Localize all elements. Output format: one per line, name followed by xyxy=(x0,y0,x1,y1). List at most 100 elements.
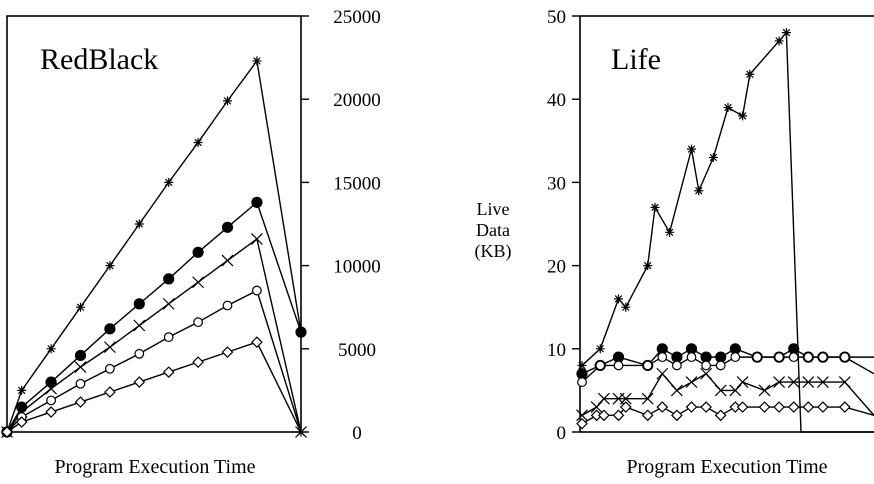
data-point-star xyxy=(694,186,704,196)
data-point-cross xyxy=(619,392,632,405)
data-point-circle xyxy=(222,300,233,311)
data-point-cross xyxy=(700,367,713,380)
data-point-cross xyxy=(685,376,698,389)
data-point-cross xyxy=(250,233,263,245)
y-axis-life: 0 10 20 30 40 50 xyxy=(547,7,580,444)
end-markers xyxy=(295,326,307,438)
y-tick-label: 15000 xyxy=(333,173,381,194)
data-point-star xyxy=(193,137,203,147)
data-point-cross xyxy=(590,401,603,413)
data-point-star xyxy=(738,111,748,121)
data-point-diamond xyxy=(671,409,683,422)
data-point-cross xyxy=(133,319,146,332)
data-point-dot xyxy=(251,196,263,208)
chart-title-redblack: RedBlack xyxy=(40,43,158,76)
data-point-cross xyxy=(74,361,87,374)
data-point-cross xyxy=(729,384,742,397)
data-point-star xyxy=(687,144,696,154)
data-point-cross xyxy=(758,384,771,397)
series-dot xyxy=(576,343,874,380)
data-point-diamond xyxy=(576,417,588,430)
data-point-star xyxy=(723,103,733,113)
data-point-star xyxy=(745,69,755,79)
data-point-star xyxy=(17,385,27,395)
data-point-dot xyxy=(163,273,175,285)
data-point-cross xyxy=(787,376,800,389)
data-point-diamond xyxy=(656,401,669,413)
y-axis-label-line-1: Live xyxy=(477,199,510,219)
data-point-circle xyxy=(686,352,697,363)
data-point-cross xyxy=(103,341,116,354)
y-tick-label: 0 xyxy=(352,423,362,444)
data-point-diamond xyxy=(104,386,116,398)
data-point-dot xyxy=(16,401,28,413)
data-point-diamond xyxy=(700,401,712,413)
data-point-star xyxy=(614,294,623,304)
data-point-dot xyxy=(104,323,116,335)
data-point-star xyxy=(774,36,784,46)
data-point-circle xyxy=(193,317,204,328)
data-point-star xyxy=(781,28,791,38)
data-point-star xyxy=(595,344,605,354)
series-line-circle xyxy=(581,356,874,383)
plot-frame-redblack xyxy=(6,15,302,433)
data-point-star xyxy=(252,56,262,66)
y-tick-label: 40 xyxy=(547,90,566,111)
data-point-cross xyxy=(45,382,58,395)
y-tick-label: 25000 xyxy=(333,7,381,28)
data-point-circle xyxy=(134,348,145,359)
data-point-circle xyxy=(672,360,682,371)
data-point-end-cross xyxy=(295,426,307,438)
data-point-circle xyxy=(803,352,814,363)
data-point-dot xyxy=(192,246,204,258)
data-point-circle xyxy=(251,285,262,296)
data-point-circle xyxy=(752,352,763,363)
data-point-diamond xyxy=(817,401,829,413)
data-point-diamond xyxy=(15,416,28,428)
data-point-circle xyxy=(75,378,86,389)
y-tick-label: 30 xyxy=(547,173,566,194)
data-point-diamond xyxy=(251,336,263,348)
data-point-circle xyxy=(839,352,850,363)
data-point-star xyxy=(577,360,587,370)
data-point-diamond xyxy=(192,356,204,368)
data-point-circle xyxy=(715,360,726,371)
data-point-star xyxy=(223,96,232,106)
data-point-dot xyxy=(221,221,234,233)
data-point-cross xyxy=(714,384,727,397)
series-cross xyxy=(576,367,874,422)
series-line-star xyxy=(6,59,302,433)
series-star xyxy=(2,56,302,437)
data-point-dot xyxy=(45,376,57,388)
data-point-diamond xyxy=(838,401,851,413)
series-line-cross xyxy=(581,372,874,416)
data-point-star xyxy=(665,227,675,237)
x-axis-label-life: Program Execution Time xyxy=(626,456,827,478)
chart-title-life: Life xyxy=(611,43,661,76)
y-tick-label: 0 xyxy=(557,423,567,444)
data-point-circle xyxy=(613,360,624,371)
data-point-circle xyxy=(657,352,668,363)
data-point-diamond xyxy=(598,409,610,422)
data-point-cross xyxy=(802,376,815,389)
data-point-end-dot xyxy=(295,326,307,338)
y-tick-label: 50 xyxy=(547,7,566,28)
data-point-cross xyxy=(670,384,683,397)
data-point-cross xyxy=(736,376,749,389)
data-point-diamond xyxy=(162,366,175,378)
data-point-cross xyxy=(192,276,205,289)
data-point-circle xyxy=(595,360,606,371)
data-point-star xyxy=(650,202,660,212)
data-point-cross xyxy=(656,367,669,380)
series-star xyxy=(577,28,874,433)
data-point-cross xyxy=(162,297,175,310)
data-point-star xyxy=(76,302,85,312)
data-point-dot xyxy=(133,298,145,310)
series-cross xyxy=(1,233,302,438)
data-point-diamond xyxy=(1,426,13,438)
series-group-redblack xyxy=(1,56,307,438)
data-point-circle xyxy=(163,332,174,343)
data-point-diamond xyxy=(74,396,87,408)
data-point-star xyxy=(621,302,631,312)
